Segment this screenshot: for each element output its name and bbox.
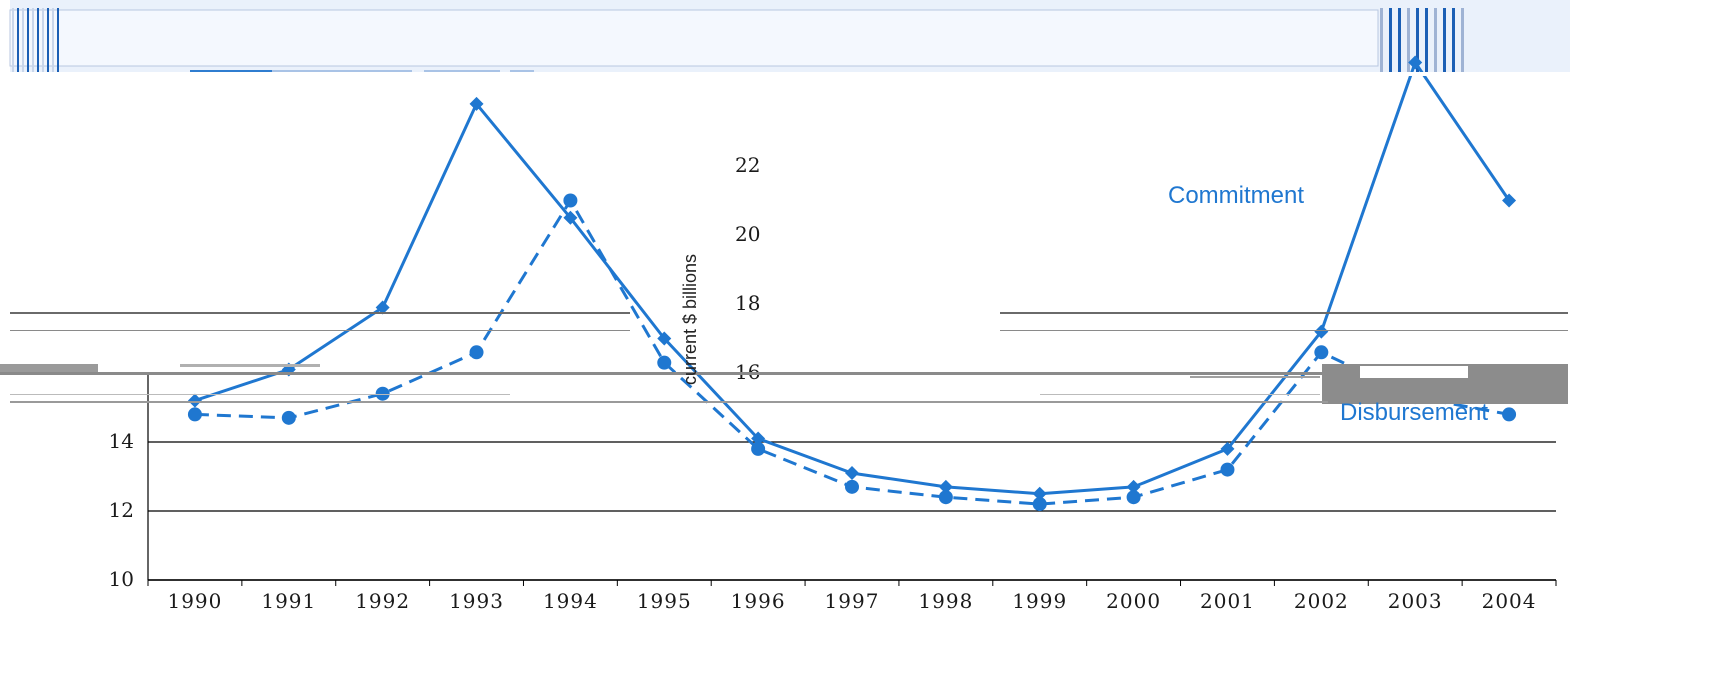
streak: [10, 312, 630, 314]
point-disbursement-1997: [845, 479, 859, 494]
edge-stripe: [1407, 8, 1410, 72]
point-disbursement-1993: [469, 345, 484, 360]
series-line-commitment: [194, 61, 1511, 496]
point-disbursement-1995: [657, 355, 672, 370]
point-disbursement-2004: [1502, 407, 1517, 422]
edge-stripe: [1452, 8, 1455, 72]
y-tick-12: 12: [109, 498, 134, 522]
point-disbursement-1991: [281, 410, 296, 425]
point-commitment-1994: [563, 210, 578, 225]
series-label-commitment: Commitment: [1168, 182, 1304, 209]
point-disbursement-1990: [187, 407, 202, 422]
x-tick-2002: 2002: [1294, 589, 1349, 613]
x-tick-2001: 2001: [1200, 589, 1255, 613]
edge-stripe: [27, 8, 29, 72]
background-artifacts: [9, 0, 1570, 76]
point-commitment-1999: [1032, 486, 1047, 501]
x-tick-1995: 1995: [637, 589, 692, 613]
point-disbursement-1994: [563, 193, 578, 208]
streak: [0, 72, 1718, 76]
point-disbursement-1996: [751, 441, 766, 456]
point-disbursement-1992: [375, 386, 390, 401]
x-tick-1993: 1993: [449, 589, 504, 613]
point-commitment-2003: [1408, 55, 1423, 70]
point-disbursement-2002: [1314, 345, 1329, 360]
y-tick-20: 20: [735, 222, 760, 246]
edge-stripe: [1389, 8, 1392, 72]
x-tick-1990: 1990: [167, 589, 222, 613]
streak: [1000, 312, 1568, 314]
edge-stripe: [1443, 8, 1446, 72]
streak: [0, 364, 98, 372]
header-panel: [9, 9, 1379, 67]
x-tick-1991: 1991: [261, 589, 316, 613]
y-tick-10: 10: [109, 567, 134, 591]
edge-stripe: [52, 8, 54, 72]
point-commitment-1993: [469, 96, 484, 111]
edge-stripe: [22, 8, 24, 72]
point-disbursement-1998: [938, 490, 953, 505]
edge-stripe: [42, 8, 44, 72]
x-tick-labels: 1990 1991 1992 1993 1994 1995 1996 1997 1998 1999…: [167, 589, 1537, 613]
streak: [1040, 394, 1320, 395]
series-lines: [187, 55, 1517, 512]
edge-stripe: [1380, 8, 1383, 72]
point-disbursement-2001: [1220, 462, 1235, 477]
edge-stripe: [1425, 8, 1428, 72]
scan-artifacts: [0, 72, 1718, 404]
streak: [10, 394, 510, 395]
gridlines: [147, 373, 1557, 586]
point-commitment-2001: [1220, 441, 1235, 456]
edge-stripe: [1461, 8, 1464, 72]
point-commitment-2004: [1502, 193, 1517, 208]
point-disbursement-1999: [1032, 497, 1047, 512]
edge-stripe: [17, 8, 19, 72]
x-tick-1997: 1997: [825, 589, 880, 613]
y-axis-title: current $ billions: [680, 254, 700, 385]
x-tick-1999: 1999: [1012, 589, 1067, 613]
point-commitment-1997: [845, 466, 859, 481]
x-tick-1998: 1998: [918, 589, 973, 613]
streak: [1190, 376, 1320, 378]
point-commitment-1990: [187, 393, 202, 408]
x-tick-1996: 1996: [731, 589, 786, 613]
point-commitment-2002: [1314, 324, 1329, 339]
y-tick-18: 18: [735, 291, 760, 315]
edge-stripe: [57, 8, 59, 72]
point-commitment-1998: [938, 479, 953, 494]
x-tick-2003: 2003: [1388, 589, 1443, 613]
edge-stripe: [12, 8, 14, 72]
streak: [180, 364, 320, 367]
edge-stripe: [32, 8, 34, 72]
edge-stripe: [1434, 8, 1437, 72]
edge-stripe: [47, 8, 49, 72]
edge-stripe: [1398, 8, 1401, 72]
x-tick-2004: 2004: [1482, 589, 1537, 613]
point-commitment-1996: [751, 431, 766, 446]
streak: [10, 401, 1328, 403]
point-disbursement-2000: [1126, 490, 1141, 505]
point-commitment-1995: [657, 331, 672, 346]
streak: [10, 330, 630, 331]
x-tick-2000: 2000: [1106, 589, 1161, 613]
y-tick-labels: 10121416182022: [109, 153, 761, 591]
series-label-disbursement: Disbursement: [1340, 399, 1488, 426]
x-tick-1992: 1992: [355, 589, 410, 613]
x-tick-1994: 1994: [543, 589, 598, 613]
streak: [0, 372, 1568, 375]
edge-stripe: [37, 8, 39, 72]
y-tick-14: 14: [109, 429, 134, 453]
y-tick-22: 22: [735, 153, 760, 177]
point-commitment-1992: [375, 300, 390, 315]
point-commitment-2000: [1126, 479, 1141, 494]
edge-stripe: [1416, 8, 1419, 72]
streak-gap: [1360, 366, 1468, 378]
streak: [1000, 330, 1568, 331]
series-line-disbursement: [194, 199, 1510, 506]
